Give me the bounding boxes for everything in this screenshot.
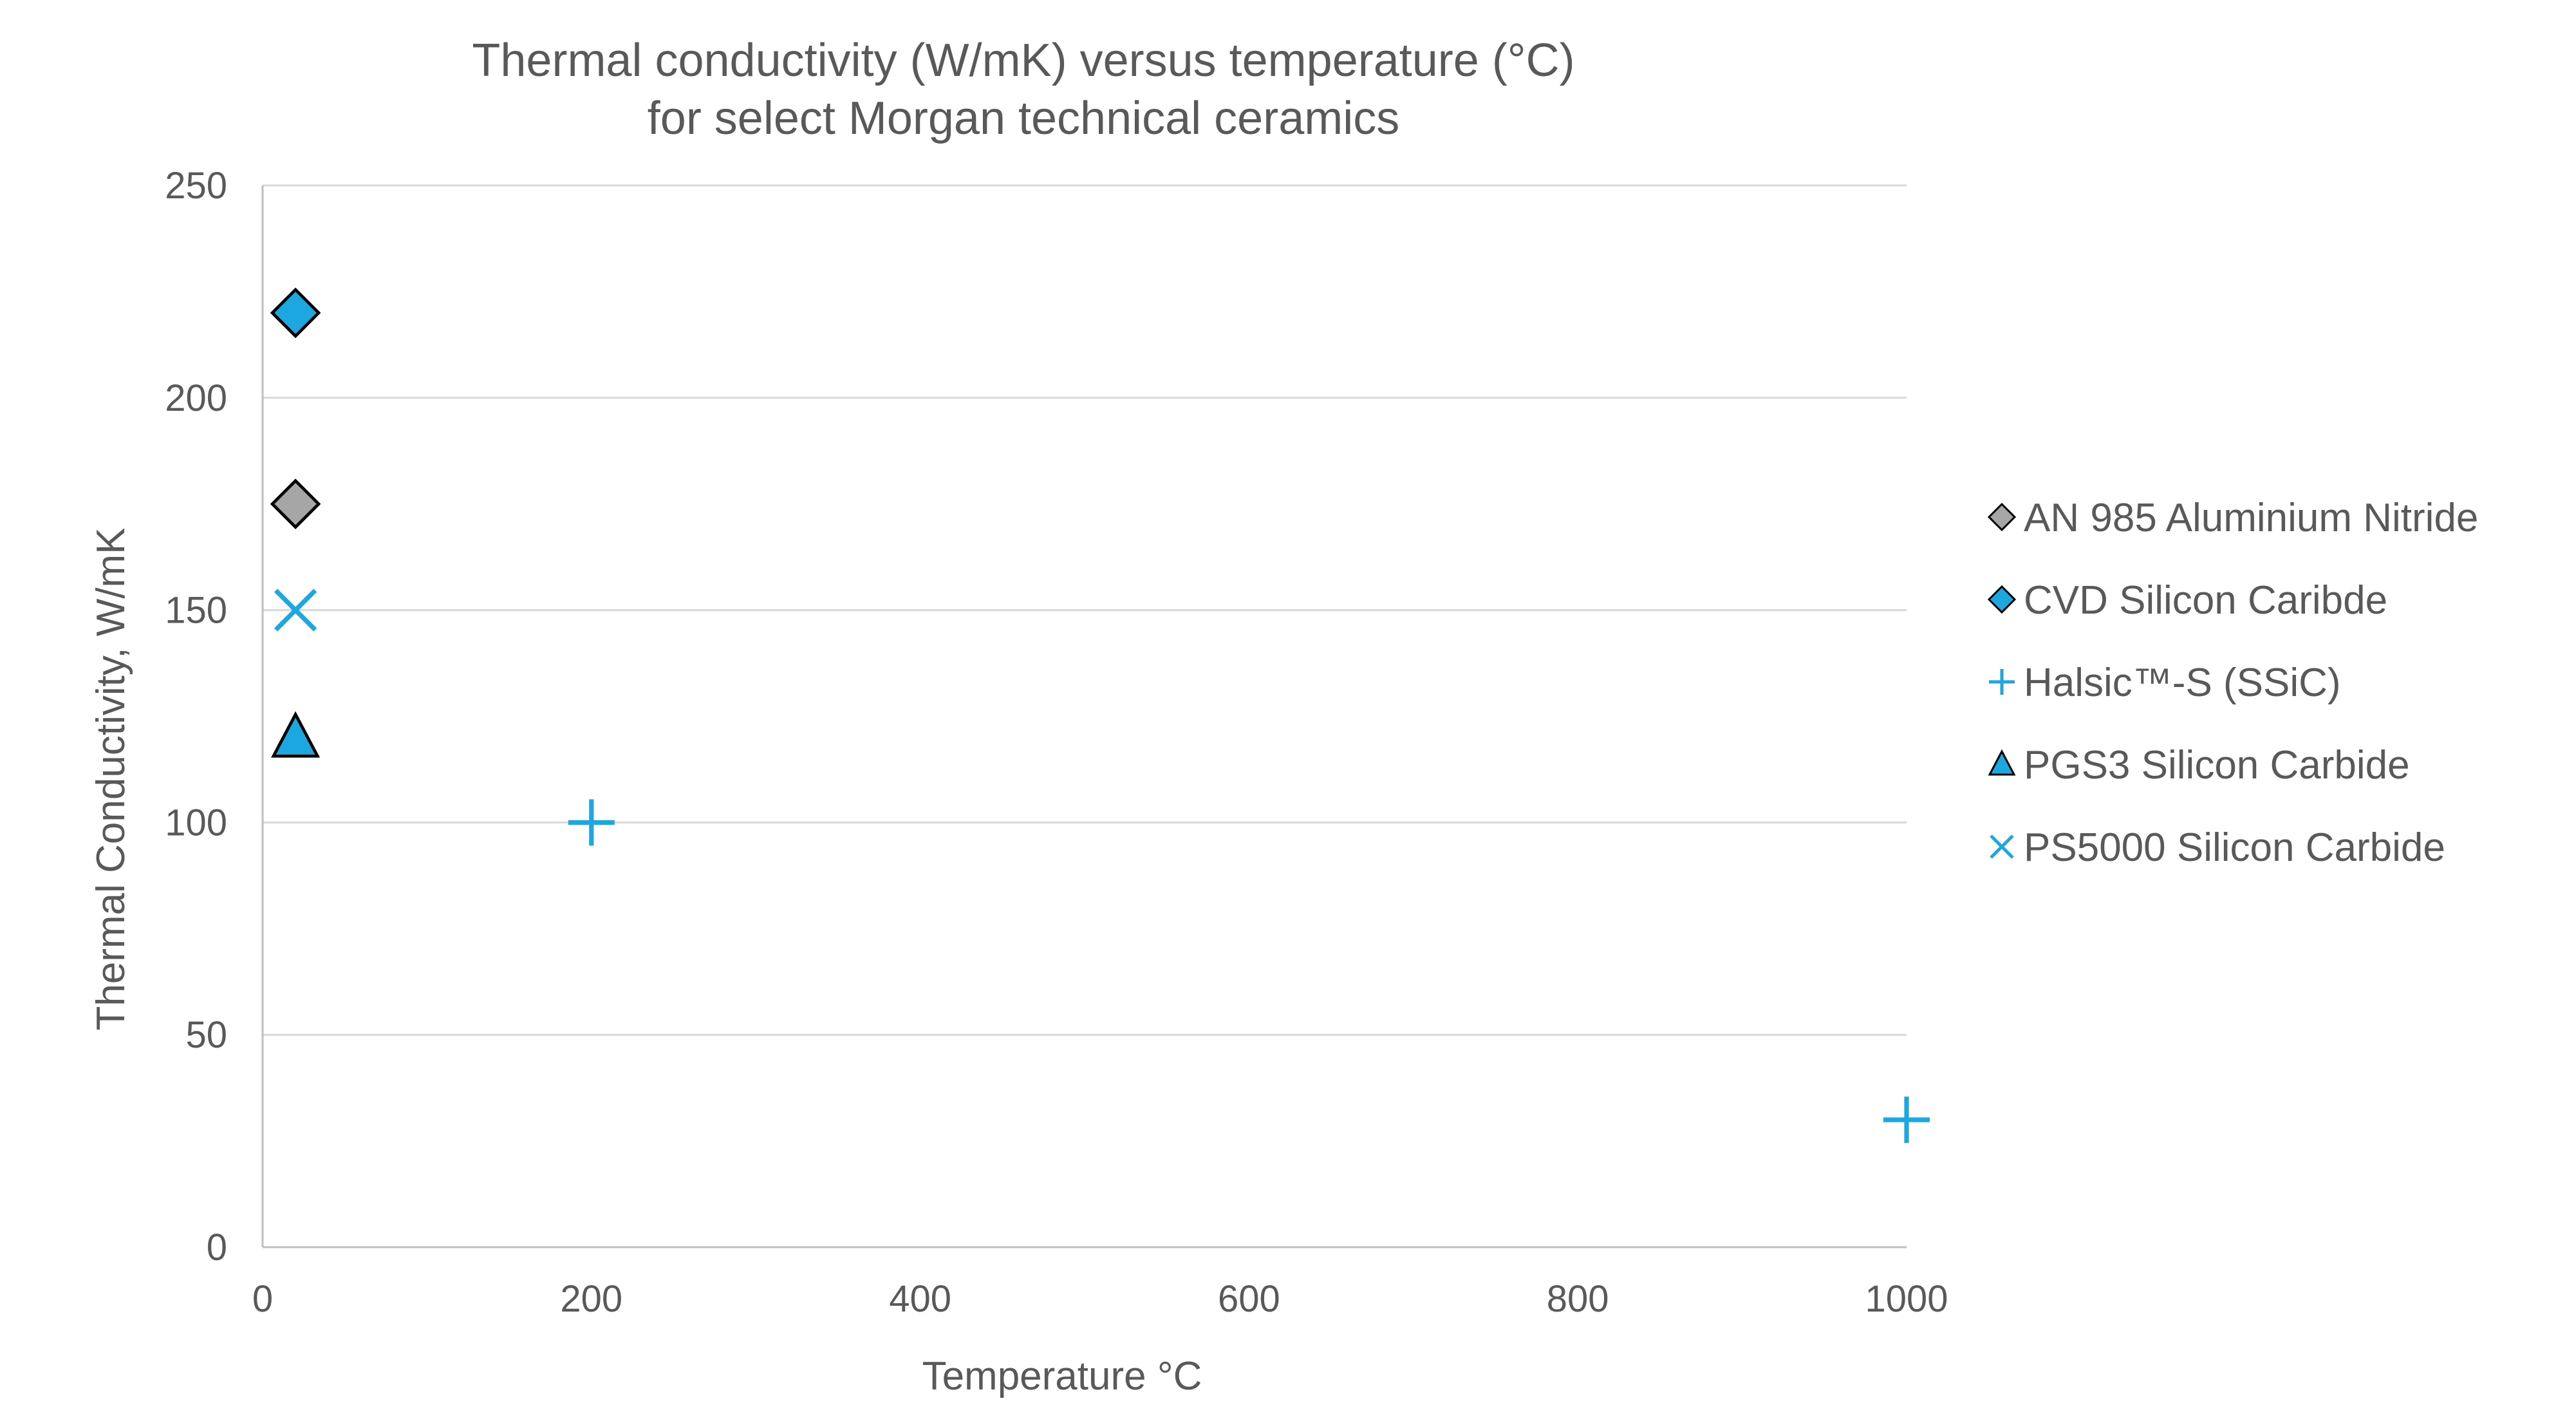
data-point-diamond	[270, 478, 321, 530]
x-tick-label: 0	[252, 1278, 273, 1320]
data-point-x	[274, 588, 317, 632]
y-axis-label: Thermal Conductivity, W/mK	[89, 528, 133, 1031]
y-tick-label: 250	[165, 165, 227, 207]
legend-marker-diamond	[1987, 502, 2017, 532]
y-tick-label: 200	[165, 377, 227, 419]
x-axis-label: Temperature °C	[922, 1354, 1202, 1398]
legend-label: PS5000 Silicon Carbide	[2024, 825, 2445, 870]
legend-label: AN 985 Aluminium Nitride	[2024, 496, 2478, 540]
chart-subtitle: for select Morgan technical ceramics	[648, 93, 1399, 144]
y-tick-label: 100	[165, 802, 227, 843]
legend-marker-plus	[1989, 669, 2015, 695]
data-point-diamond	[270, 287, 321, 339]
legend-label: Halsic™-S (SSiC)	[2024, 661, 2341, 705]
data-point-triangle	[270, 711, 321, 758]
data-point-plus	[568, 799, 615, 846]
y-tick-label: 0	[207, 1227, 227, 1268]
y-tick-label: 150	[165, 590, 227, 632]
legend-marker-triangle	[1988, 749, 2016, 776]
legend-marker-x	[1990, 834, 2014, 859]
legend-label: CVD Silicon Caribde	[2024, 578, 2387, 623]
legend-marker-diamond	[1987, 585, 2017, 614]
x-tick-label: 200	[560, 1278, 622, 1320]
legend-label: PGS3 Silicon Carbide	[2024, 743, 2410, 787]
data-point-plus	[1883, 1097, 1930, 1144]
x-tick-label: 400	[889, 1278, 951, 1320]
x-tick-label: 800	[1547, 1278, 1609, 1320]
y-tick-label: 50	[185, 1014, 227, 1056]
x-tick-label: 600	[1218, 1278, 1280, 1320]
x-tick-label: 1000	[1865, 1278, 1948, 1320]
chart-title: Thermal conductivity (W/mK) versus tempe…	[472, 35, 1574, 86]
